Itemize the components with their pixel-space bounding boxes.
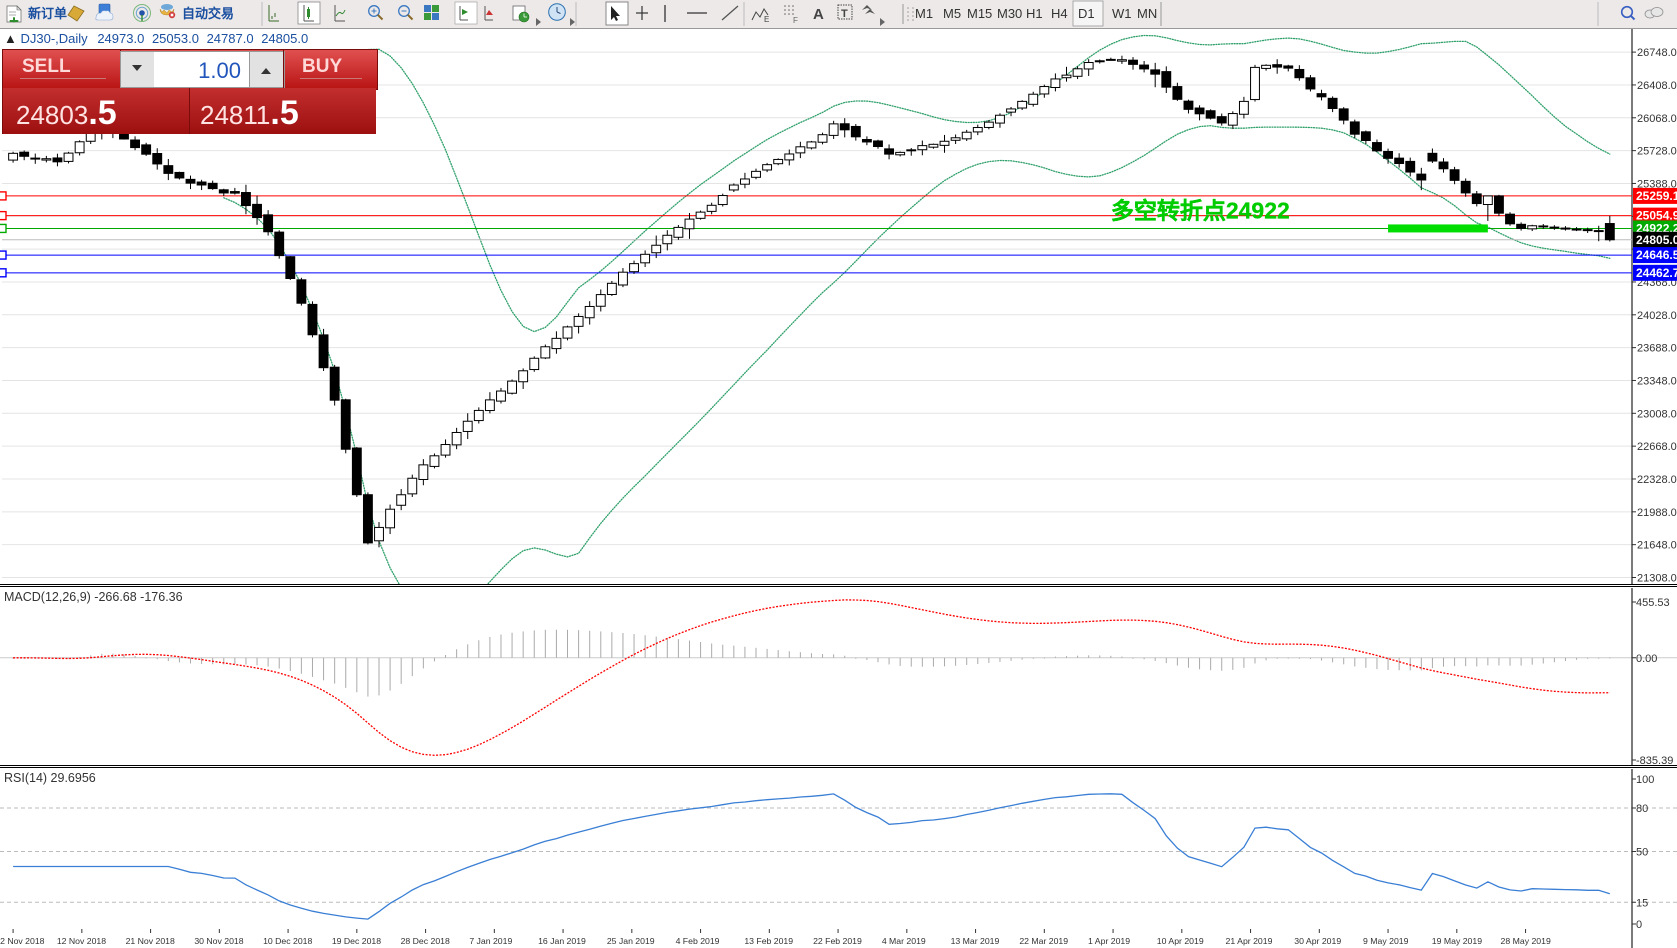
svg-text:19 May 2019: 19 May 2019	[1432, 936, 1482, 946]
svg-text:455.53: 455.53	[1636, 597, 1670, 609]
svg-text:H4: H4	[1051, 6, 1068, 21]
svg-text:新订单: 新订单	[28, 6, 67, 21]
svg-text:22668.0: 22668.0	[1637, 441, 1677, 453]
svg-text:T: T	[841, 8, 848, 20]
svg-text:0.00: 0.00	[1636, 653, 1657, 665]
svg-text:24646.5: 24646.5	[1636, 248, 1677, 262]
svg-text:28 Dec 2018: 28 Dec 2018	[401, 936, 450, 946]
svg-text:12 Nov 2018: 12 Nov 2018	[57, 936, 106, 946]
svg-text:M5: M5	[943, 6, 961, 21]
svg-text:21648.0: 21648.0	[1637, 540, 1677, 552]
svg-text:23008.0: 23008.0	[1637, 408, 1677, 420]
svg-text:9 May 2019: 9 May 2019	[1363, 936, 1409, 946]
svg-text:22 Mar 2019: 22 Mar 2019	[1019, 936, 1068, 946]
svg-text:24462.7: 24462.7	[1636, 266, 1677, 280]
svg-text:RSI(14) 29.6956: RSI(14) 29.6956	[4, 771, 96, 785]
svg-text:16 Jan 2019: 16 Jan 2019	[538, 936, 586, 946]
svg-text:4 Mar 2019: 4 Mar 2019	[882, 936, 926, 946]
svg-text:多空转折点24922: 多空转折点24922	[1111, 197, 1290, 223]
svg-text:30 Apr 2019: 30 Apr 2019	[1294, 936, 1341, 946]
svg-text:MN: MN	[1137, 6, 1157, 21]
svg-text:M1: M1	[915, 6, 933, 21]
svg-text:26748.0: 26748.0	[1637, 47, 1677, 59]
svg-text:M15: M15	[967, 6, 992, 21]
svg-text:H1: H1	[1026, 6, 1043, 21]
svg-text:13 Mar 2019: 13 Mar 2019	[951, 936, 1000, 946]
svg-text:MACD(12,26,9) -266.68 -176.36: MACD(12,26,9) -266.68 -176.36	[4, 590, 183, 604]
svg-text:D1: D1	[1078, 6, 1095, 21]
svg-text:21308.0: 21308.0	[1637, 572, 1677, 584]
svg-text:100: 100	[1636, 774, 1654, 786]
svg-text:0: 0	[1636, 919, 1642, 931]
svg-text:28 May 2019: 28 May 2019	[1501, 936, 1551, 946]
svg-text:2 Nov 2018: 2 Nov 2018	[0, 936, 45, 946]
svg-text:21 Apr 2019: 21 Apr 2019	[1226, 936, 1273, 946]
svg-text:24805.0: 24805.0	[1636, 233, 1677, 247]
svg-text:26068.0: 26068.0	[1637, 113, 1677, 125]
svg-text:80: 80	[1636, 803, 1648, 815]
svg-text:22328.0: 22328.0	[1637, 474, 1677, 486]
svg-text:23688.0: 23688.0	[1637, 343, 1677, 355]
svg-text:自动交易: 自动交易	[182, 6, 234, 21]
svg-text:E: E	[764, 15, 769, 24]
svg-text:10 Dec 2018: 10 Dec 2018	[263, 936, 312, 946]
svg-text:21988.0: 21988.0	[1637, 507, 1677, 519]
svg-text:30 Nov 2018: 30 Nov 2018	[194, 936, 243, 946]
svg-text:22 Feb 2019: 22 Feb 2019	[813, 936, 862, 946]
svg-text:25259.1: 25259.1	[1636, 189, 1677, 203]
svg-text:15: 15	[1636, 897, 1648, 909]
svg-text:24028.0: 24028.0	[1637, 310, 1677, 322]
svg-text:25728.0: 25728.0	[1637, 146, 1677, 158]
svg-text:50: 50	[1636, 847, 1648, 859]
svg-text:4 Feb 2019: 4 Feb 2019	[676, 936, 720, 946]
svg-text:7 Jan 2019: 7 Jan 2019	[469, 936, 512, 946]
svg-text:W1: W1	[1112, 6, 1132, 21]
svg-text:21 Nov 2018: 21 Nov 2018	[126, 936, 175, 946]
svg-text:M30: M30	[997, 6, 1022, 21]
svg-text:13 Feb 2019: 13 Feb 2019	[744, 936, 793, 946]
svg-text:19 Dec 2018: 19 Dec 2018	[332, 936, 381, 946]
svg-text:1 Apr 2019: 1 Apr 2019	[1088, 936, 1130, 946]
svg-text:26408.0: 26408.0	[1637, 80, 1677, 92]
svg-text:A: A	[813, 6, 824, 23]
svg-text:23348.0: 23348.0	[1637, 375, 1677, 387]
svg-text:F: F	[793, 16, 798, 25]
svg-text:25 Jan 2019: 25 Jan 2019	[607, 936, 655, 946]
svg-text:10 Apr 2019: 10 Apr 2019	[1157, 936, 1204, 946]
